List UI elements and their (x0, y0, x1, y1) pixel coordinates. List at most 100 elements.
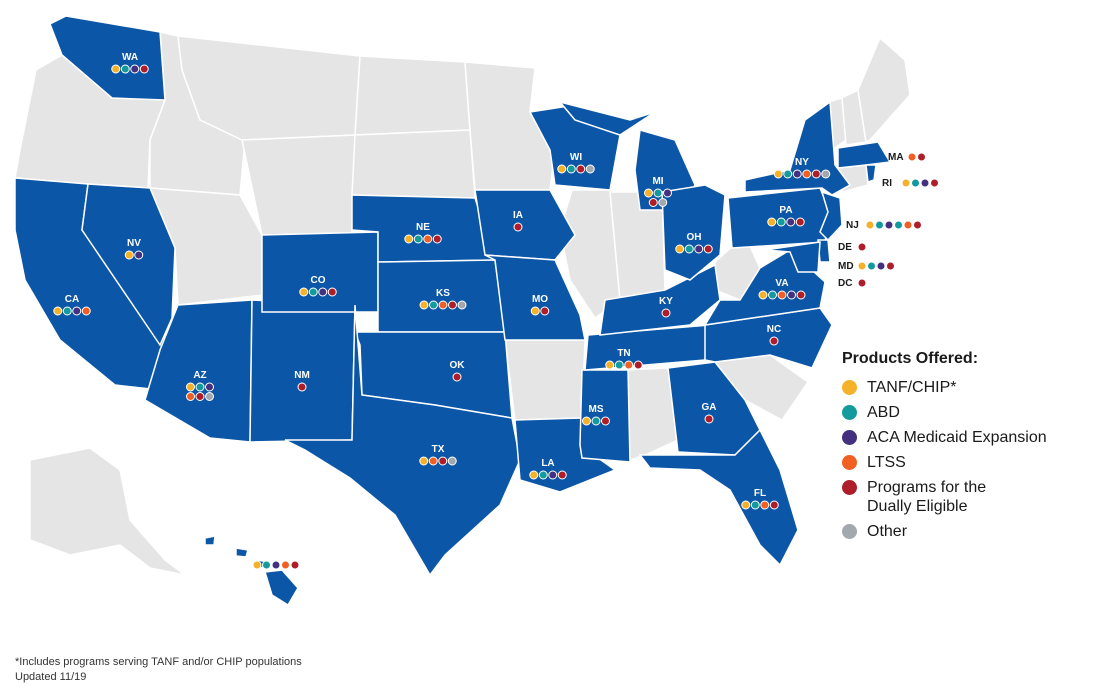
product-dot-ma-ltss (907, 152, 917, 162)
state-label-oh: OH (687, 232, 702, 243)
product-dot-fl-dual (769, 500, 779, 510)
product-dot-nj-abd (894, 220, 903, 230)
state-nd (354, 55, 471, 136)
state-label-az: AZ (193, 370, 206, 381)
product-dot-wa-aca (130, 64, 140, 74)
legend-swatch-aca (842, 430, 857, 445)
legend-item-dual: Programs for the Dually Eligible (838, 478, 1078, 516)
legend-swatch-ltss (842, 455, 857, 470)
product-dot-de-dual (857, 242, 867, 252)
state-co (261, 231, 379, 313)
legend: Products Offered: TANF/CHIP* ABD ACA Medic… (838, 350, 1078, 547)
product-dot-la-dual (557, 470, 567, 480)
product-dot-wi-other (585, 164, 595, 174)
product-dot-ne-abd (413, 234, 423, 244)
product-dot-pa-abd (776, 217, 786, 227)
state-label-nv: NV (127, 238, 141, 249)
product-dot-hi-aca (271, 560, 281, 570)
legend-swatch-other (842, 524, 857, 539)
product-dot-ny-tanf-chip (773, 169, 783, 179)
state-sd (351, 129, 476, 199)
state-label-ne: NE (416, 222, 430, 233)
product-dot-tn-ltss (624, 360, 634, 370)
product-dot-nv-aca (134, 250, 144, 260)
product-dot-ms-abd (591, 416, 601, 426)
state-label-nm: NM (294, 370, 310, 381)
product-dot-ok-dual (452, 372, 462, 382)
product-dot-wi-dual (576, 164, 586, 174)
state-label-dc: DC (838, 278, 852, 289)
product-dot-wi-tanf-chip (557, 164, 567, 174)
state-wa (49, 15, 166, 101)
product-dot-mi-tanf-chip (644, 188, 653, 198)
product-dot-az-other (205, 392, 214, 401)
state-ma (837, 141, 892, 169)
product-dot-ne-ltss (423, 234, 433, 244)
product-dot-hi-ltss (281, 560, 290, 570)
legend-item-aca: ACA Medicaid Expansion (838, 428, 1078, 447)
product-dot-ga-dual (704, 414, 714, 424)
state-oh (661, 184, 726, 281)
state-label-tn: TN (617, 348, 630, 359)
state-label-ms: MS (589, 404, 604, 415)
product-dot-ri-abd (911, 178, 920, 188)
legend-swatch-abd (842, 405, 857, 420)
state-label-pa: PA (779, 205, 792, 216)
state-nc (704, 307, 833, 369)
product-dot-nv-tanf-chip (124, 250, 134, 260)
product-dot-ks-ltss (438, 300, 448, 310)
legend-item-ltss: LTSS (838, 453, 1078, 472)
state-hi-4 (264, 569, 299, 607)
product-dot-co-tanf-chip (299, 287, 309, 297)
state-fl (638, 428, 799, 567)
product-dot-va-ltss (777, 290, 787, 300)
product-dot-ne-dual (432, 234, 442, 244)
state-label-wa: WA (122, 52, 138, 63)
state-label-mo: MO (532, 294, 548, 305)
state-ia (474, 189, 576, 261)
uncovered-states (14, 31, 911, 576)
state-label-ny: NY (795, 157, 809, 168)
state-label-de: DE (838, 242, 852, 253)
state-ak (29, 447, 186, 576)
state-labels: WA CA NV AZ NM CO NE KS OK TX IA MO LA WI MI MS TN KY OH GA… (65, 52, 904, 559)
state-label-la: LA (541, 458, 554, 469)
product-dot-va-abd (768, 290, 777, 300)
product-dot-wi-abd (566, 164, 576, 174)
product-dot-oh-abd (684, 244, 694, 254)
product-dot-ca-ltss (81, 306, 91, 316)
product-dot-ca-abd (62, 306, 72, 316)
product-dot-ks-abd (429, 300, 438, 310)
legend-swatch-tanf-chip (842, 380, 857, 395)
product-dots (53, 64, 939, 570)
state-ri (865, 164, 877, 184)
state-label-ks: KS (436, 288, 450, 299)
product-dot-mo-dual (540, 306, 550, 316)
product-dot-ks-other (457, 300, 467, 310)
product-dot-wa-tanf-chip (111, 64, 121, 74)
state-wy (241, 134, 356, 236)
product-dot-ia-dual (513, 222, 523, 232)
product-dot-tx-tanf-chip (419, 456, 429, 466)
product-dot-dc-dual (857, 278, 867, 288)
legend-label: Other (867, 523, 908, 540)
product-dot-ny-abd (783, 169, 793, 179)
product-dot-ri-dual (930, 178, 939, 188)
product-dot-va-dual (796, 290, 806, 300)
product-dot-pa-aca (786, 217, 796, 227)
product-dot-la-aca (548, 470, 558, 480)
product-dot-nj-dual (913, 220, 922, 230)
state-ms (579, 369, 631, 463)
product-dot-va-tanf-chip (758, 290, 768, 300)
legend-item-other: Other (838, 522, 1078, 541)
product-dot-pa-dual (795, 217, 805, 227)
product-dot-az-dual (195, 392, 205, 401)
state-label-wi: WI (570, 152, 582, 163)
product-dot-mi-abd (653, 188, 663, 198)
state-me (857, 36, 911, 144)
product-dot-az-abd (195, 382, 205, 392)
state-label-tx: TX (432, 444, 445, 455)
product-dot-hi-tanf-chip (252, 560, 262, 570)
product-dot-co-abd (308, 287, 318, 297)
